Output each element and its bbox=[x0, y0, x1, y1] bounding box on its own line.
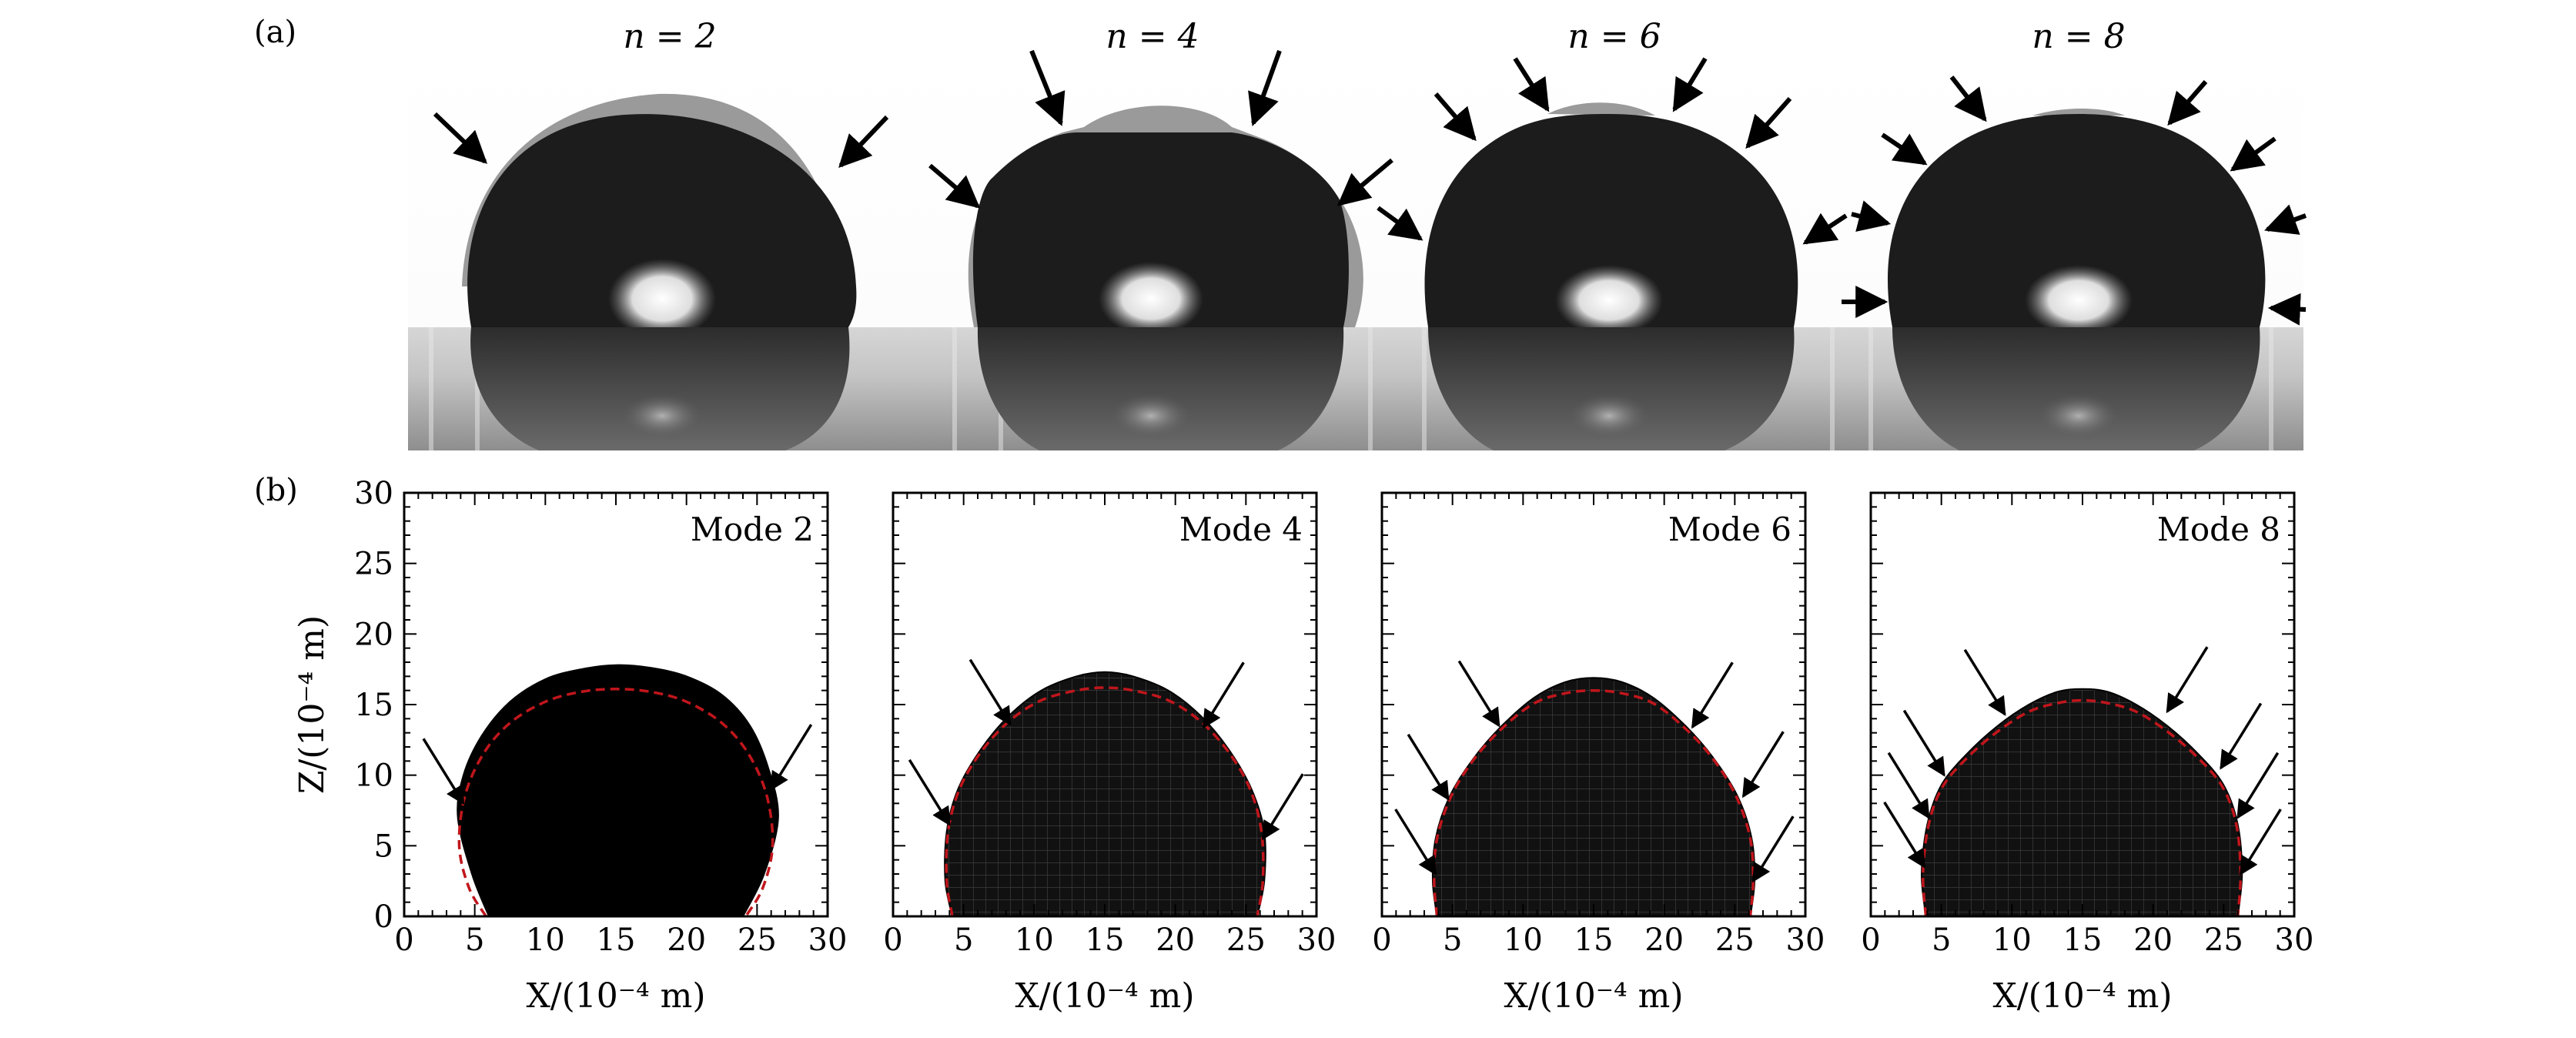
droplet-profile bbox=[944, 671, 1266, 916]
contour-arrow bbox=[1691, 661, 1734, 729]
x-tick-label: 5 bbox=[465, 922, 484, 958]
x-tick-label: 15 bbox=[1574, 922, 1614, 958]
contour-arrow bbox=[1457, 660, 1500, 728]
x-tick-label: 5 bbox=[1443, 922, 1462, 958]
contour-arrow bbox=[1741, 731, 1785, 799]
contour-arrow bbox=[1883, 801, 1926, 869]
contour-arrow bbox=[969, 658, 1012, 726]
x-tick-label: 0 bbox=[883, 922, 902, 958]
droplet-photo-strip bbox=[408, 49, 2307, 450]
x-tick-label: 15 bbox=[597, 922, 636, 958]
y-tick-label: 15 bbox=[354, 688, 393, 723]
mode-label: Mode 4 bbox=[1179, 511, 1303, 548]
contour-arrow bbox=[908, 758, 951, 826]
contour-arrow bbox=[1407, 733, 1450, 801]
x-tick-label: 15 bbox=[1086, 922, 1125, 958]
y-tick-label: 0 bbox=[374, 899, 393, 935]
x-tick-label: 20 bbox=[1644, 922, 1684, 958]
y-tick-label: 20 bbox=[354, 617, 393, 652]
contour-arrow bbox=[2236, 752, 2280, 819]
panel-b-label: (b) bbox=[254, 473, 298, 508]
n-label-1: n = 2 bbox=[623, 17, 716, 56]
panel-a-label: (a) bbox=[254, 15, 296, 50]
x-axis-title: X/(10⁻⁴ m) bbox=[1015, 976, 1194, 1016]
y-tick-label: 5 bbox=[374, 829, 393, 864]
contour-arrow bbox=[1963, 648, 2006, 716]
x-tick-label: 0 bbox=[1372, 922, 1391, 958]
contour-arrow bbox=[2220, 702, 2263, 770]
x-tick-label: 30 bbox=[1786, 922, 1825, 958]
contour-arrow bbox=[1902, 709, 1945, 777]
mode-label: Mode 2 bbox=[691, 511, 814, 548]
droplet-photo-n8 bbox=[1887, 109, 2266, 450]
contour-arrow bbox=[770, 724, 813, 792]
droplet-photo-n2 bbox=[462, 93, 857, 450]
x-axis-title: X/(10⁻⁴ m) bbox=[1992, 976, 2172, 1016]
x-tick-label: 30 bbox=[2275, 922, 2314, 958]
x-tick-label: 15 bbox=[2063, 922, 2103, 958]
x-tick-label: 5 bbox=[954, 922, 973, 958]
x-axis-title: X/(10⁻⁴ m) bbox=[526, 976, 705, 1016]
y-axis-title: Z/(10⁻⁴ m) bbox=[293, 615, 332, 794]
x-tick-label: 25 bbox=[1715, 922, 1755, 958]
mode-2-plot: 0 5 10 15 20 25 30 0 5 10 15 20 25 30 Z/(10⁻⁴ m) X/(10⁻… bbox=[293, 476, 847, 1016]
droplet-photo-n4 bbox=[968, 105, 1363, 450]
reference-contour-dashed bbox=[457, 688, 774, 916]
mode-label: Mode 6 bbox=[1668, 511, 1791, 548]
mode-8-plot: 0 5 10 15 20 25 30 X/(10⁻⁴ m) Mode 8 bbox=[1861, 491, 2314, 1016]
x-tick-label: 25 bbox=[1226, 922, 1266, 958]
contour-arrow bbox=[2166, 646, 2209, 714]
y-tick-label: 30 bbox=[354, 476, 393, 511]
contour-arrow bbox=[1887, 752, 1930, 819]
x-tick-label: 20 bbox=[667, 922, 706, 958]
photo-arrows bbox=[433, 49, 2307, 326]
x-tick-label: 0 bbox=[394, 922, 413, 958]
x-tick-label: 10 bbox=[1504, 922, 1543, 958]
x-tick-label: 20 bbox=[2133, 922, 2173, 958]
x-tick-label: 0 bbox=[1861, 922, 1880, 958]
x-tick-label: 30 bbox=[1297, 922, 1337, 958]
x-axis-title: X/(10⁻⁴ m) bbox=[1504, 976, 1683, 1016]
x-tick-label: 30 bbox=[808, 922, 848, 958]
reference-contour-dashed bbox=[1433, 688, 1755, 916]
contour-arrow bbox=[1202, 661, 1245, 729]
x-tick-label: 25 bbox=[738, 922, 777, 958]
y-tick-label: 10 bbox=[354, 758, 393, 794]
n-label-2: n = 4 bbox=[1106, 17, 1199, 56]
mode-4-plot: 0 5 10 15 20 25 30 X/(10⁻⁴ m) Mode 4 bbox=[883, 491, 1337, 1016]
droplet-photo-n6 bbox=[1424, 102, 1798, 450]
mode-6-plot: 0 5 10 15 20 25 30 X/(10⁻⁴ m) Mode 6 bbox=[1372, 491, 1825, 1016]
droplet-profile bbox=[1920, 688, 2243, 916]
reference-contour-dashed bbox=[1922, 698, 2243, 916]
contour-arrow bbox=[1261, 773, 1304, 841]
contour-arrow bbox=[1394, 809, 1437, 876]
y-tick-label: 25 bbox=[354, 547, 393, 582]
mode-label: Mode 8 bbox=[2157, 511, 2280, 548]
x-tick-label: 20 bbox=[1156, 922, 1195, 958]
x-tick-label: 10 bbox=[526, 922, 565, 958]
x-tick-label: 25 bbox=[2204, 922, 2243, 958]
droplet-profile bbox=[1431, 677, 1756, 916]
contour-arrow bbox=[2239, 809, 2282, 876]
x-tick-label: 10 bbox=[1015, 922, 1054, 958]
x-tick-label: 10 bbox=[1992, 922, 2032, 958]
n-label-3: n = 6 bbox=[1567, 17, 1661, 56]
contour-arrow bbox=[422, 738, 465, 805]
x-tick-label: 5 bbox=[1932, 922, 1951, 958]
contour-arrow bbox=[1751, 815, 1795, 883]
n-label-4: n = 8 bbox=[2032, 17, 2125, 56]
droplet-profile bbox=[457, 664, 779, 916]
